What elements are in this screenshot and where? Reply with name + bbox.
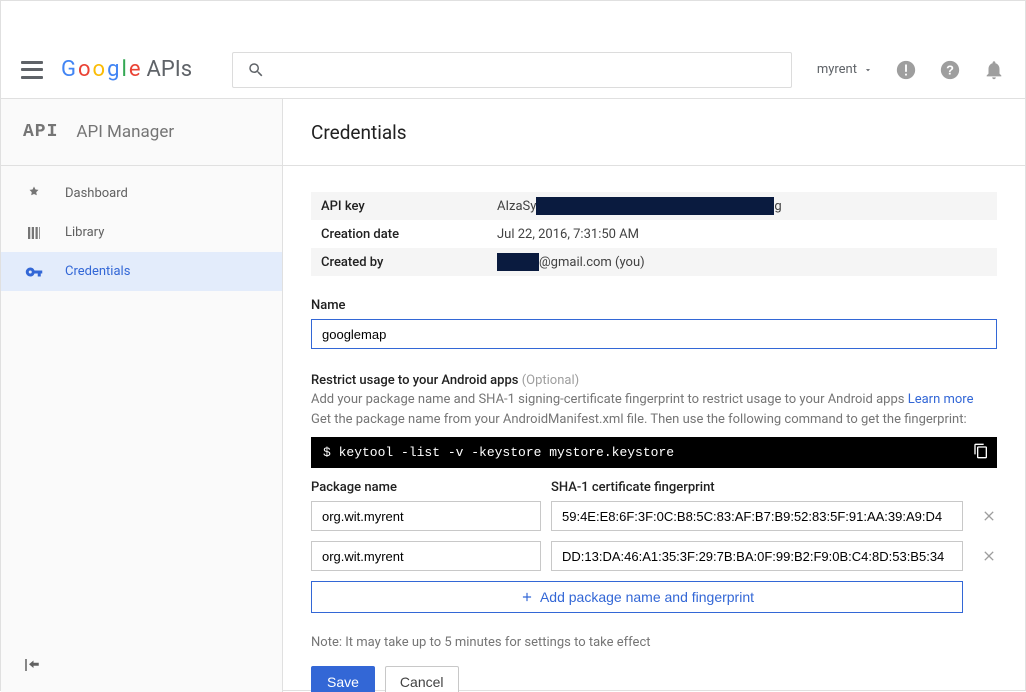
plus-icon <box>520 590 534 604</box>
fingerprint-rows <box>311 501 997 571</box>
sidebar-item-label: Dashboard <box>65 186 128 201</box>
terminal-block: $ keytool -list -v -keystore mystore.key… <box>311 437 997 468</box>
fingerprint-row <box>311 501 997 531</box>
terminal-command: $ keytool -list -v -keystore mystore.key… <box>323 445 674 460</box>
chevron-down-icon <box>863 65 873 75</box>
package-input[interactable] <box>311 541 541 571</box>
sidebar-item-dashboard[interactable]: Dashboard <box>1 174 282 213</box>
sidebar-header: API API Manager <box>1 99 282 166</box>
page-title: Credentials <box>311 121 407 144</box>
collapse-icon[interactable] <box>23 656 41 674</box>
redacted-block <box>536 197 774 215</box>
topbar-right: myrent ? <box>817 59 1005 81</box>
google-apis-logo[interactable]: Google APIs <box>61 57 192 82</box>
info-value: Jul 22, 2016, 7:31:50 AM <box>497 227 639 242</box>
dashboard-icon <box>25 185 43 203</box>
add-fingerprint-button[interactable]: Add package name and fingerprint <box>311 581 963 613</box>
package-input[interactable] <box>311 501 541 531</box>
name-input[interactable] <box>311 319 997 349</box>
delete-icon[interactable] <box>981 508 997 524</box>
note-text: Note: It may take up to 5 minutes for se… <box>311 635 997 650</box>
alert-icon[interactable] <box>895 59 917 81</box>
svg-text:?: ? <box>946 62 954 77</box>
learn-more-link[interactable]: Learn more <box>908 392 974 407</box>
project-name: myrent <box>817 62 857 77</box>
info-key: Created by <box>311 255 497 270</box>
menu-icon[interactable] <box>21 61 43 79</box>
sidebar-item-credentials[interactable]: Credentials <box>1 252 282 291</box>
actions: Save Cancel <box>311 666 997 692</box>
sidebar-title: API Manager <box>76 122 174 142</box>
info-table: API key AIzaSy g Creation date Jul 22, 20… <box>311 192 997 276</box>
logo-suffix: APIs <box>146 57 192 82</box>
created-by-suffix: @gmail.com (you) <box>539 255 645 270</box>
sidebar-item-library[interactable]: Library <box>1 213 282 252</box>
save-button[interactable]: Save <box>311 666 375 692</box>
info-key: API key <box>311 199 497 214</box>
info-row-created-by: Created by @gmail.com (you) <box>311 248 997 276</box>
api-key-suffix: g <box>774 199 781 214</box>
api-key-prefix: AIzaSy <box>497 199 536 214</box>
column-headers: Package name SHA-1 certificate fingerpri… <box>311 480 997 501</box>
add-button-label: Add package name and fingerprint <box>540 589 754 605</box>
info-value: AIzaSy g <box>497 197 782 215</box>
help-icon[interactable]: ? <box>939 59 961 81</box>
sidebar-item-label: Credentials <box>65 264 130 279</box>
search-box[interactable] <box>232 52 792 88</box>
restrict-title-text: Restrict usage to your Android apps <box>311 373 518 388</box>
sidebar-item-label: Library <box>65 225 104 240</box>
info-row-creation: Creation date Jul 22, 2016, 7:31:50 AM <box>311 220 997 248</box>
body: API API Manager Dashboard Library Creden… <box>1 99 1025 692</box>
col-sha-label: SHA-1 certificate fingerprint <box>551 480 997 495</box>
content: API key AIzaSy g Creation date Jul 22, 20… <box>283 166 1025 692</box>
info-key: Creation date <box>311 227 497 242</box>
search-input[interactable] <box>283 62 777 78</box>
library-icon <box>25 224 43 242</box>
search-icon <box>247 61 265 79</box>
name-label: Name <box>311 298 997 313</box>
nav-list: Dashboard Library Credentials <box>1 166 282 291</box>
sidebar: API API Manager Dashboard Library Creden… <box>1 99 283 692</box>
sha-input[interactable] <box>551 501 963 531</box>
main: Credentials API key AIzaSy g Creation dat… <box>283 99 1025 692</box>
api-badge: API <box>23 122 58 142</box>
main-header: Credentials <box>283 99 1025 166</box>
info-value: @gmail.com (you) <box>497 253 645 271</box>
help-line1: Add your package name and SHA-1 signing-… <box>311 392 908 407</box>
help-line2: Get the package name from your AndroidMa… <box>311 412 967 427</box>
sidebar-footer <box>1 642 282 692</box>
col-package-label: Package name <box>311 480 541 495</box>
restrict-title: Restrict usage to your Android apps (Opt… <box>311 373 997 388</box>
help-text: Add your package name and SHA-1 signing-… <box>311 390 997 429</box>
fingerprint-row <box>311 541 997 571</box>
key-icon <box>25 263 43 281</box>
topbar: Google APIs myrent ? <box>1 1 1025 99</box>
project-picker[interactable]: myrent <box>817 62 873 77</box>
cancel-button[interactable]: Cancel <box>385 666 459 692</box>
notifications-icon[interactable] <box>983 59 1005 81</box>
copy-icon[interactable] <box>973 443 989 459</box>
optional-text: (Optional) <box>522 373 579 388</box>
sha-input[interactable] <box>551 541 963 571</box>
info-row-api-key: API key AIzaSy g <box>311 192 997 220</box>
delete-icon[interactable] <box>981 548 997 564</box>
redacted-block <box>497 253 539 271</box>
